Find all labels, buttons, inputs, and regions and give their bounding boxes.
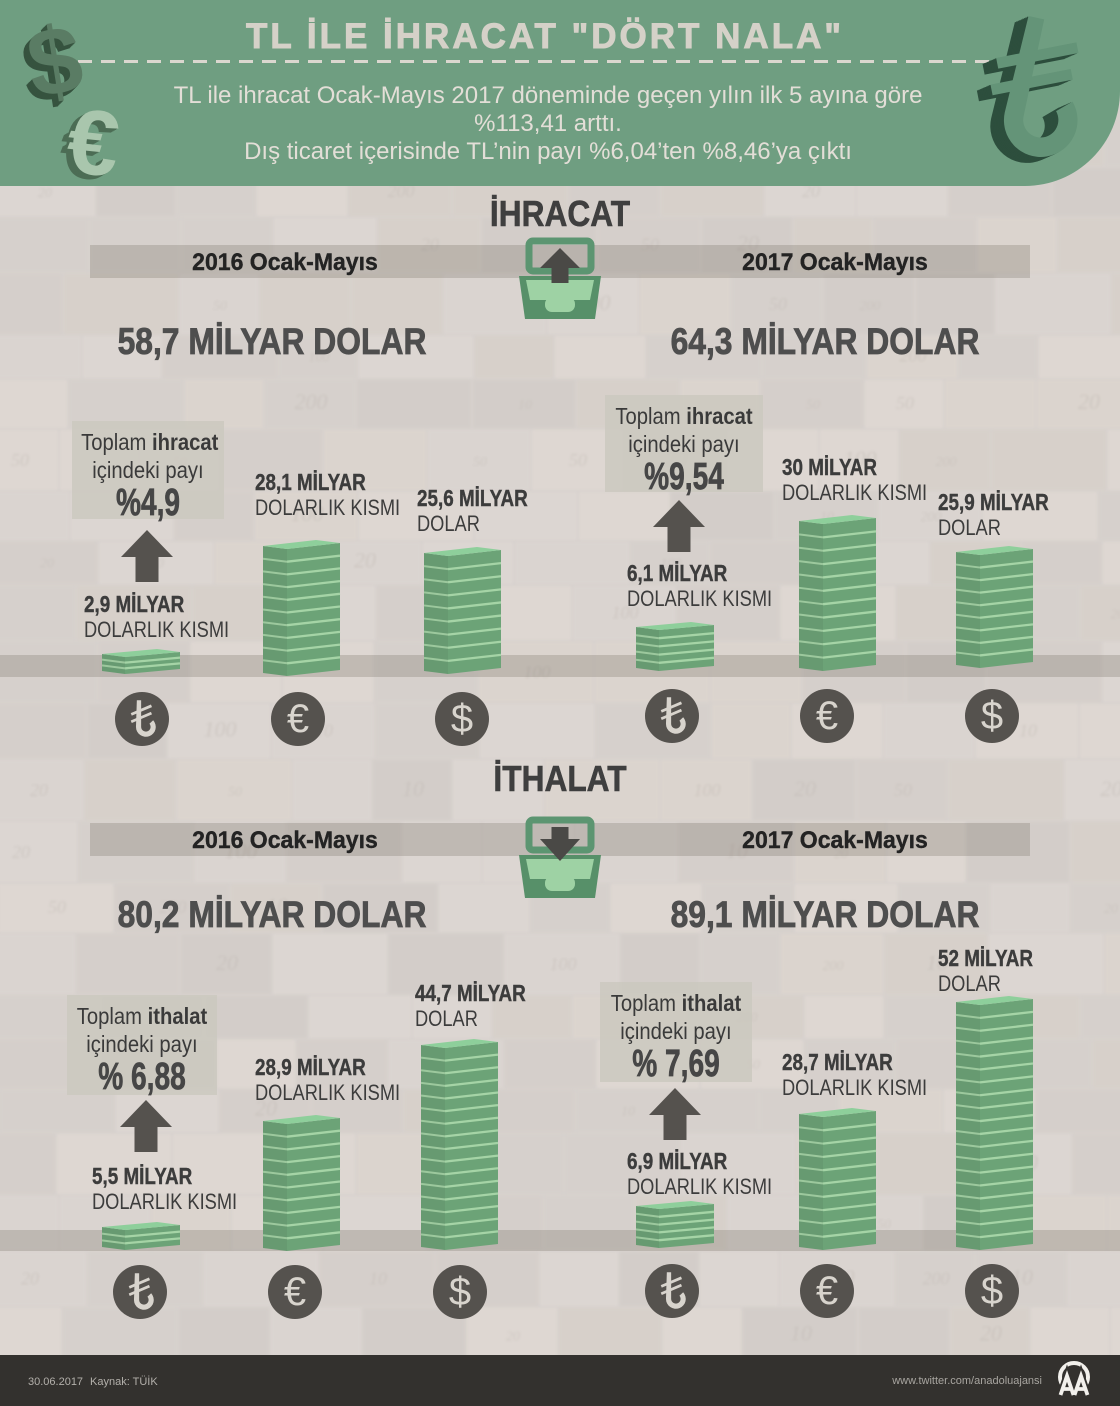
svg-text:50: 50 bbox=[641, 234, 659, 254]
svg-text:20: 20 bbox=[506, 1329, 520, 1344]
svg-text:10: 10 bbox=[402, 776, 424, 801]
svg-text:100: 100 bbox=[524, 662, 551, 682]
svg-text:20: 20 bbox=[21, 1268, 39, 1288]
svg-text:20: 20 bbox=[1078, 389, 1100, 414]
svg-text:100: 100 bbox=[694, 780, 721, 800]
svg-text:20: 20 bbox=[354, 548, 376, 573]
svg-text:200: 200 bbox=[860, 299, 881, 314]
svg-text:20: 20 bbox=[40, 557, 54, 572]
svg-text:$: $ bbox=[981, 694, 1003, 738]
svg-text:200: 200 bbox=[936, 455, 957, 470]
svg-text:50: 50 bbox=[806, 398, 820, 413]
svg-text:10: 10 bbox=[790, 1320, 812, 1345]
svg-text:100: 100 bbox=[291, 501, 324, 526]
svg-text:20: 20 bbox=[30, 780, 48, 800]
svg-text:$: $ bbox=[449, 1270, 471, 1314]
svg-text:200: 200 bbox=[921, 510, 942, 525]
svg-text:200: 200 bbox=[388, 181, 415, 201]
svg-text:50: 50 bbox=[213, 299, 227, 314]
svg-text:€: € bbox=[61, 90, 123, 197]
svg-text:100: 100 bbox=[844, 446, 877, 471]
svg-text:100: 100 bbox=[661, 557, 682, 572]
svg-text:50: 50 bbox=[569, 450, 587, 470]
svg-text:20: 20 bbox=[1104, 902, 1118, 917]
svg-text:200: 200 bbox=[900, 346, 927, 366]
svg-text:$: $ bbox=[451, 697, 473, 741]
svg-text:100: 100 bbox=[204, 716, 237, 741]
svg-text:50: 50 bbox=[894, 780, 912, 800]
svg-text:20: 20 bbox=[421, 234, 439, 254]
svg-text:50: 50 bbox=[896, 393, 914, 413]
svg-text:50: 50 bbox=[877, 1217, 891, 1232]
svg-text:200: 200 bbox=[1111, 607, 1120, 622]
svg-text:50: 50 bbox=[11, 450, 29, 470]
svg-text:10: 10 bbox=[926, 950, 948, 975]
svg-text:200: 200 bbox=[295, 389, 328, 414]
svg-text:200: 200 bbox=[823, 959, 844, 974]
svg-text:100: 100 bbox=[550, 954, 577, 974]
svg-text:$: $ bbox=[981, 1269, 1003, 1313]
svg-text:20: 20 bbox=[737, 230, 759, 255]
svg-text:50: 50 bbox=[228, 785, 242, 800]
svg-text:€: € bbox=[816, 694, 838, 738]
svg-text:200: 200 bbox=[160, 897, 187, 917]
svg-text:20: 20 bbox=[12, 842, 30, 862]
svg-text:50: 50 bbox=[48, 897, 66, 917]
svg-text:€: € bbox=[55, 94, 117, 200]
svg-text:10: 10 bbox=[726, 838, 748, 863]
svg-text:20: 20 bbox=[216, 950, 238, 975]
svg-text:20: 20 bbox=[255, 1096, 277, 1121]
svg-text:10: 10 bbox=[518, 398, 532, 413]
svg-text:50: 50 bbox=[473, 455, 487, 470]
svg-text:100: 100 bbox=[225, 838, 258, 863]
svg-text:€: € bbox=[59, 92, 121, 199]
svg-text:20: 20 bbox=[38, 186, 52, 201]
svg-text:20: 20 bbox=[802, 181, 820, 201]
svg-text:20: 20 bbox=[794, 776, 816, 801]
svg-text:10: 10 bbox=[266, 893, 288, 918]
svg-text:€: € bbox=[284, 1270, 306, 1314]
svg-text:10: 10 bbox=[369, 1268, 387, 1288]
svg-text:20: 20 bbox=[838, 897, 856, 917]
svg-text:€: € bbox=[58, 92, 120, 199]
svg-text:10: 10 bbox=[621, 1105, 635, 1120]
svg-text:10: 10 bbox=[1019, 720, 1037, 740]
svg-text:200: 200 bbox=[1101, 776, 1120, 801]
svg-text:20: 20 bbox=[834, 847, 848, 862]
svg-text:100: 100 bbox=[612, 602, 639, 622]
svg-text:100: 100 bbox=[309, 351, 330, 366]
svg-text:50: 50 bbox=[769, 294, 787, 314]
svg-text:200: 200 bbox=[923, 1268, 950, 1288]
svg-text:€: € bbox=[57, 93, 119, 200]
svg-text:€: € bbox=[287, 697, 309, 741]
svg-text:€: € bbox=[60, 91, 122, 198]
svg-text:€: € bbox=[816, 1269, 838, 1313]
svg-text:20: 20 bbox=[980, 1320, 1002, 1345]
svg-text:20: 20 bbox=[844, 1058, 858, 1073]
svg-text:€: € bbox=[62, 90, 124, 197]
